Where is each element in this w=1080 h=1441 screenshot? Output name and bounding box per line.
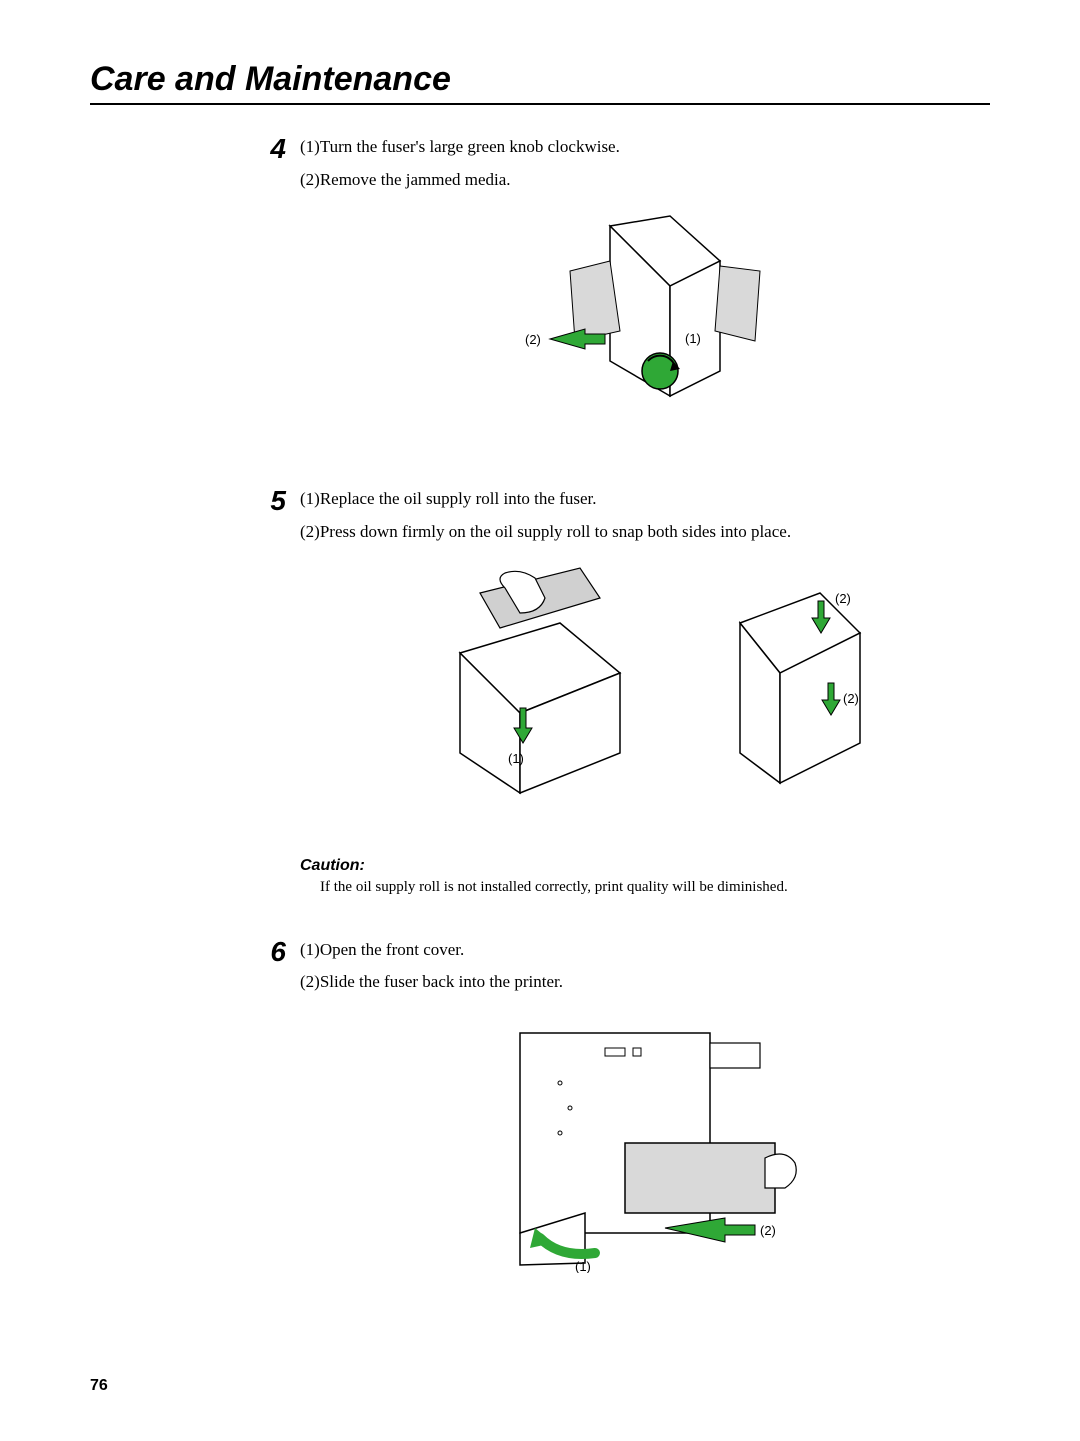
step-6-item-2-text: Slide the fuser back into the printer. xyxy=(320,972,563,991)
step-6-item-2: (2)Slide the fuser back into the printer… xyxy=(300,968,990,997)
step-6-content: (1)Open the front cover. (2)Slide the fu… xyxy=(300,936,990,1298)
caution-title: Caution: xyxy=(300,857,990,875)
step-4-item-2-prefix: (2) xyxy=(300,170,320,189)
page-number: 76 xyxy=(90,1377,108,1395)
step-number-5: 5 xyxy=(250,485,300,837)
step-5-item-2-prefix: (2) xyxy=(300,522,320,541)
step-4-item-2-text: Remove the jammed media. xyxy=(320,170,511,189)
step-5-item-1: (1)Replace the oil supply roll into the … xyxy=(300,485,990,514)
step-5-item-2: (2)Press down firmly on the oil supply r… xyxy=(300,518,990,547)
step-4-item-2: (2)Remove the jammed media. xyxy=(300,166,990,195)
step-5-item-1-prefix: (1) xyxy=(300,489,320,508)
step-6: 6 (1)Open the front cover. (2)Slide the … xyxy=(90,936,990,1298)
step-4-item-1: (1)Turn the fuser's large green knob clo… xyxy=(300,133,990,162)
step-5-figures: (1) (2) (2) xyxy=(300,563,990,813)
fig4-label-2: (2) xyxy=(525,332,541,347)
caution-block: Caution: If the oil supply roll is not i… xyxy=(300,857,990,896)
step-5-content: (1)Replace the oil supply roll into the … xyxy=(300,485,990,837)
fig5a-label: (1) xyxy=(508,751,524,766)
fig5b-label-top: (2) xyxy=(835,591,851,606)
step-number-4: 4 xyxy=(250,133,300,465)
step-6-item-2-prefix: (2) xyxy=(300,972,320,991)
fig5b-label-mid: (2) xyxy=(843,691,859,706)
step-5-item-1-text: Replace the oil supply roll into the fus… xyxy=(320,489,597,508)
step-6-figure-area: (1) (2) xyxy=(300,1013,990,1273)
step-4-content: (1)Turn the fuser's large green knob clo… xyxy=(300,133,990,465)
step-4-item-1-prefix: (1) xyxy=(300,137,320,156)
step-4-item-1-text: Turn the fuser's large green knob clockw… xyxy=(320,137,620,156)
step-4: 4 (1)Turn the fuser's large green knob c… xyxy=(90,133,990,465)
caution-text: If the oil supply roll is not installed … xyxy=(300,879,990,896)
step-5-item-2-text: Press down firmly on the oil supply roll… xyxy=(320,522,791,541)
step-number-6: 6 xyxy=(250,936,300,1298)
fig4-label-1: (1) xyxy=(685,331,701,346)
step-6-item-1-prefix: (1) xyxy=(300,940,320,959)
step-4-figure-area: (1) (2) xyxy=(300,211,990,441)
step-5: 5 (1)Replace the oil supply roll into th… xyxy=(90,485,990,837)
step-5-figure-b: (2) (2) xyxy=(700,563,880,813)
page-title: Care and Maintenance xyxy=(90,60,990,105)
step-6-item-1-text: Open the front cover. xyxy=(320,940,464,959)
step-6-figure: (1) (2) xyxy=(465,1013,825,1273)
fig6-label-1: (1) xyxy=(575,1259,591,1273)
step-6-item-1: (1)Open the front cover. xyxy=(300,936,990,965)
step-5-figure-a: (1) xyxy=(410,563,650,813)
step-4-figure: (1) (2) xyxy=(510,211,780,441)
fig6-label-2: (2) xyxy=(760,1223,776,1238)
